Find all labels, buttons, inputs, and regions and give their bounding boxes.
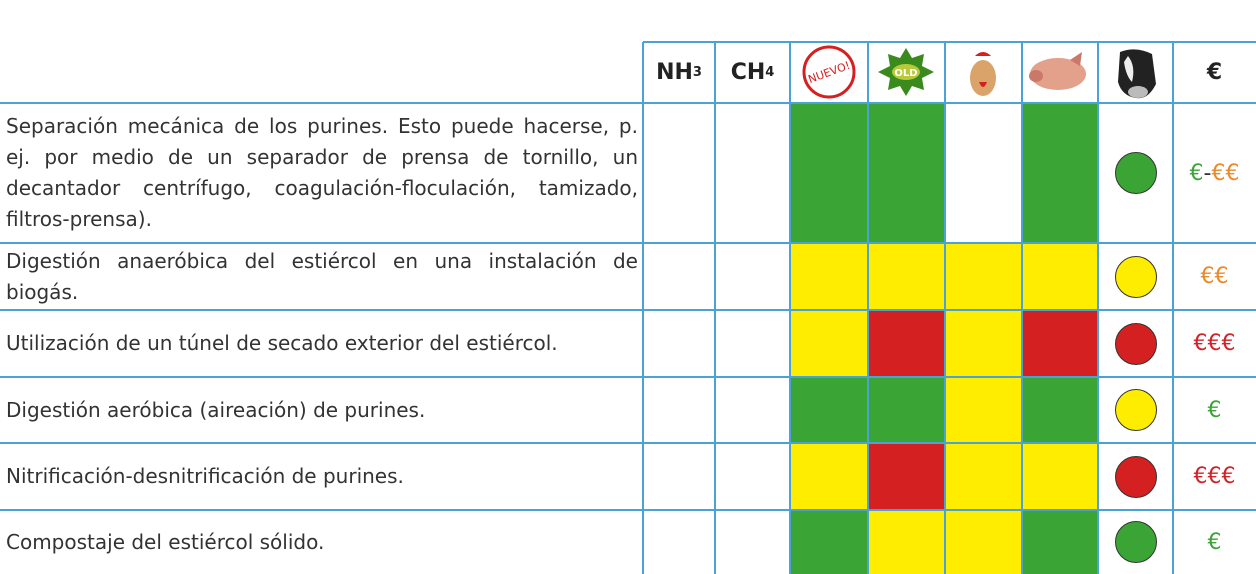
grid-line xyxy=(0,509,1256,511)
cost-header-text: € xyxy=(1206,60,1223,85)
rating-cell xyxy=(945,243,1022,310)
rating-cell xyxy=(868,310,945,377)
cost-part: €€€ xyxy=(1193,331,1236,356)
rating-circle xyxy=(1114,322,1157,365)
nh3-sub: 3 xyxy=(692,65,702,80)
row-text: Digestión aeróbica (aireación) de purine… xyxy=(6,397,426,422)
rating-cell xyxy=(790,510,868,574)
rating-cell xyxy=(1022,510,1098,574)
cost-part: €€ xyxy=(1200,264,1229,289)
old-icon: OLD xyxy=(878,48,934,96)
grid-line xyxy=(0,376,1256,378)
rating-cell xyxy=(1022,443,1098,510)
rating-cell xyxy=(945,310,1022,377)
rating-circle xyxy=(1114,152,1157,194)
grid-line xyxy=(0,442,1256,444)
rating-cell xyxy=(945,510,1022,574)
cost-part: € xyxy=(1207,397,1222,423)
cost-header: € xyxy=(1173,42,1256,103)
cost: € - €€ xyxy=(1173,103,1256,243)
cow-icon xyxy=(1118,49,1156,99)
grid-line xyxy=(0,242,1256,244)
old-badge-center xyxy=(892,64,920,80)
grid-line xyxy=(642,42,644,574)
nh3-header: NH 3 xyxy=(643,42,715,103)
grid-line xyxy=(0,102,1256,104)
rating-circle xyxy=(1114,389,1157,431)
rating-cell xyxy=(790,443,868,510)
rating-cell xyxy=(868,377,945,443)
nh3: NH xyxy=(656,60,693,85)
rating-cell xyxy=(1022,103,1098,243)
rating-cell xyxy=(790,377,868,443)
cost: €€ xyxy=(1173,243,1256,310)
rating-circle xyxy=(1114,255,1157,298)
cost-part: €€ xyxy=(1211,160,1240,186)
grid-line xyxy=(944,42,946,574)
rating-cell xyxy=(1022,310,1098,377)
row-text: Compostaje del estiércol sólido. xyxy=(6,529,325,554)
cost: € xyxy=(1173,377,1256,443)
rating-cell xyxy=(868,103,945,243)
ch4-header: CH 4 xyxy=(715,42,790,103)
row-text: Separación mecánica de los purines. Esto… xyxy=(6,114,638,231)
row-text: Utilización de un túnel de secado exteri… xyxy=(6,331,558,355)
rating-cell xyxy=(790,243,868,310)
pig-icon xyxy=(1029,52,1086,90)
grid-line xyxy=(1097,42,1099,574)
cost-part: €€€ xyxy=(1193,464,1236,489)
chicken-icon xyxy=(970,52,996,96)
grid-line xyxy=(1172,42,1174,574)
cost-part: € xyxy=(1189,160,1204,186)
cost-part: - xyxy=(1203,160,1212,186)
rating-cell xyxy=(1022,243,1098,310)
grid-line xyxy=(643,41,1256,43)
cost-part: € xyxy=(1207,529,1222,555)
new-badge-circle xyxy=(802,45,856,99)
grid-line xyxy=(789,42,791,574)
rating-cell xyxy=(945,443,1022,510)
rating-circle xyxy=(1114,455,1157,498)
cost: €€€ xyxy=(1173,310,1256,377)
new-icon: NUEVO! xyxy=(802,45,856,99)
grid-line xyxy=(1021,42,1023,574)
rating-cell xyxy=(945,377,1022,443)
grid-line xyxy=(714,42,716,574)
rating-cell xyxy=(790,103,868,243)
cost: € xyxy=(1173,510,1256,574)
rating-cell xyxy=(868,510,945,574)
grid-line xyxy=(0,309,1256,311)
row-text: Digestión anaeróbica del estiércol en un… xyxy=(6,248,638,304)
row-text: Nitrificación-desnitrificación de purine… xyxy=(6,464,404,488)
old-badge-text: OLD xyxy=(894,68,917,79)
rating-cell xyxy=(1022,377,1098,443)
rating-cell xyxy=(790,310,868,377)
cost: €€€ xyxy=(1173,443,1256,510)
grid-line xyxy=(867,42,869,574)
ch4-sub: 4 xyxy=(765,65,775,80)
rating-cell xyxy=(868,443,945,510)
ch4: CH xyxy=(730,60,766,85)
rating-cell xyxy=(868,243,945,310)
rating-circle xyxy=(1114,521,1157,563)
